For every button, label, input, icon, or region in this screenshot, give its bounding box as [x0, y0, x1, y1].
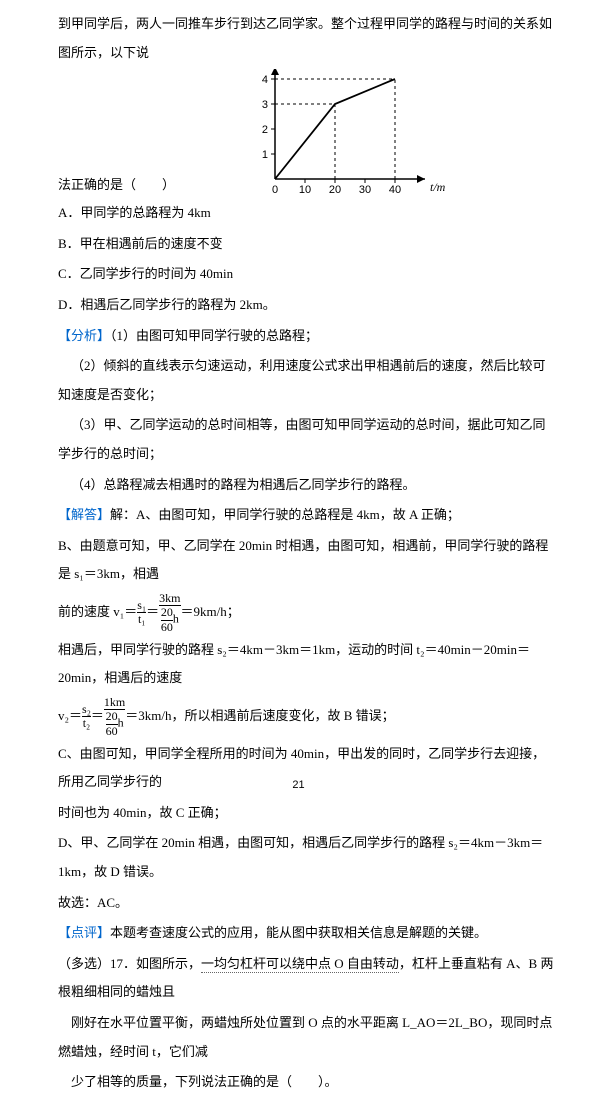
analysis-l3: （3）甲、乙同学运动的总时间相等，由图可知甲同学运动的总时间，据此可知乙同学步行…: [58, 411, 557, 468]
frac4-inner: 2060: [106, 710, 118, 737]
option-b: B．甲在相遇前后的速度不变: [58, 230, 557, 259]
frac1: s₁t₁: [137, 599, 146, 626]
analysis-l1: （1）由图可知甲同学行驶的总路程；: [110, 328, 318, 343]
review-text: 本题考查速度公式的应用，能从图中获取相关信息是解题的关键。: [110, 925, 487, 940]
eq-sign2: ＝: [91, 708, 104, 723]
frac2-den: 2060h: [159, 605, 180, 633]
answer-row: 【解答】解：A、由图可知，甲同学行驶的总路程是 4km，故 A 正确；: [58, 501, 557, 530]
frac4-den: 2060h: [104, 709, 125, 737]
answer-b3-eq: v₂＝s₂t₂＝1km2060h＝3km/h，所以相遇前后速度变化，故 B 错误…: [58, 695, 557, 738]
answer-d: D、甲、乙同学在 20min 相遇，由图可知，相遇后乙同学步行的路程 s₂＝4k…: [58, 829, 557, 886]
eq-b-post: ＝9km/h；: [181, 604, 240, 619]
answer-b2: 相遇后，甲同学行驶的路程 s₂＝4km－3km＝1km，运动的时间 t₂＝40m…: [58, 636, 557, 693]
analysis-l4: （4）总路程减去相遇时的路程为相遇后乙同学步行的路程。: [58, 471, 557, 500]
frac3-den: t₂: [82, 716, 91, 730]
option-a: A．甲同学的总路程为 4km: [58, 199, 557, 228]
xtick-3: 30: [359, 184, 371, 196]
intro-line2-pre: 法正确的是（ ）: [58, 171, 175, 200]
eq-b3-pre: v₂＝: [58, 708, 82, 723]
frac2-inner: 2060: [161, 606, 173, 633]
frac3-num: s₂: [82, 703, 91, 716]
q17-underlined: 一均匀杠杆可以绕中点 O 自由转动: [201, 956, 399, 973]
frac4-den-suffix: h: [118, 716, 124, 730]
ytick-3: 3: [262, 99, 268, 111]
option-c: C．乙同学步行的时间为 40min: [58, 260, 557, 289]
frac4-inner-num: 20: [106, 710, 118, 723]
xtick-4: 40: [389, 184, 401, 196]
frac4-num: 1km: [104, 696, 125, 709]
q17-l2: 刚好在水平位置平衡，两蜡烛所处位置到 O 点的水平距离 L_AO＝2L_BO，现…: [58, 1009, 557, 1066]
option-d: D．相遇后乙同学步行的路程为 2km。: [58, 291, 557, 320]
ytick-1: 1: [262, 149, 268, 161]
ytick-2: 2: [262, 124, 268, 136]
review-row: 【点评】本题考查速度公式的应用，能从图中获取相关信息是解题的关键。: [58, 919, 557, 948]
answer-c2: 时间也为 40min，故 C 正确；: [58, 799, 557, 828]
answer-b-eq: 前的速度 v₁＝s₁t₁＝3km2060h＝9km/h；: [58, 591, 557, 634]
ytick-4: 4: [262, 74, 268, 86]
review-label: 【点评】: [58, 925, 110, 940]
q17-l3: 少了相等的质量，下列说法正确的是（ ）。: [58, 1068, 557, 1097]
answer-pick: 故选：AC。: [58, 889, 557, 918]
frac4: 1km2060h: [104, 696, 125, 738]
frac4-inner-den: 60: [106, 724, 118, 738]
frac1-den: t₁: [137, 612, 146, 626]
frac1-num: s₁: [137, 599, 146, 612]
xtick-0: 0: [272, 184, 278, 196]
chart-row: 法正确的是（ ）: [58, 69, 557, 199]
frac2-den-suffix: h: [173, 612, 179, 626]
frac3: s₂t₂: [82, 703, 91, 730]
frac2: 3km2060h: [159, 592, 180, 634]
xtick-1: 10: [299, 184, 311, 196]
line-chart: 0 10 20 30 40 1 2 3 4 s/km: [245, 69, 445, 199]
analysis-l2: （2）倾斜的直线表示匀速运动，利用速度公式求出甲相遇前后的速度，然后比较可知速度…: [58, 352, 557, 409]
answer-label: 【解答】: [58, 507, 110, 522]
chart-wrap: 0 10 20 30 40 1 2 3 4 s/km: [245, 69, 445, 199]
eq-b-pre: 前的速度 v₁＝: [58, 604, 137, 619]
page-number: 21: [0, 773, 597, 797]
answer-a: 解：A、由图可知，甲同学行驶的总路程是 4km，故 A 正确；: [110, 507, 460, 522]
q17-l1: （多选）17．如图所示，一均匀杠杆可以绕中点 O 自由转动，杠杆上垂直粘有 A、…: [58, 950, 557, 1007]
intro-line1: 到甲同学后，两人一同推车步行到达乙同学家。整个过程甲同学的路程与时间的关系如图所…: [58, 10, 557, 67]
analysis-label: 【分析】: [58, 328, 110, 343]
frac2-num: 3km: [159, 592, 180, 605]
frac2-inner-den: 60: [161, 620, 173, 634]
eq-sign1: ＝: [146, 604, 159, 619]
y-axis-label: s/km: [285, 69, 307, 72]
eq-b3-post: ＝3km/h，所以相遇前后速度变化，故 B 错误；: [125, 708, 394, 723]
answer-b-pre: B、由题意可知，甲、乙同学在 20min 时相遇，由图可知，相遇前，甲同学行驶的…: [58, 532, 557, 589]
x-axis-label: t/min: [430, 180, 445, 194]
frac2-inner-num: 20: [161, 606, 173, 619]
q17-tag: （多选）17．如图所示，: [58, 956, 201, 971]
analysis-row: 【分析】（1）由图可知甲同学行驶的总路程；: [58, 322, 557, 351]
xtick-2: 20: [329, 184, 341, 196]
